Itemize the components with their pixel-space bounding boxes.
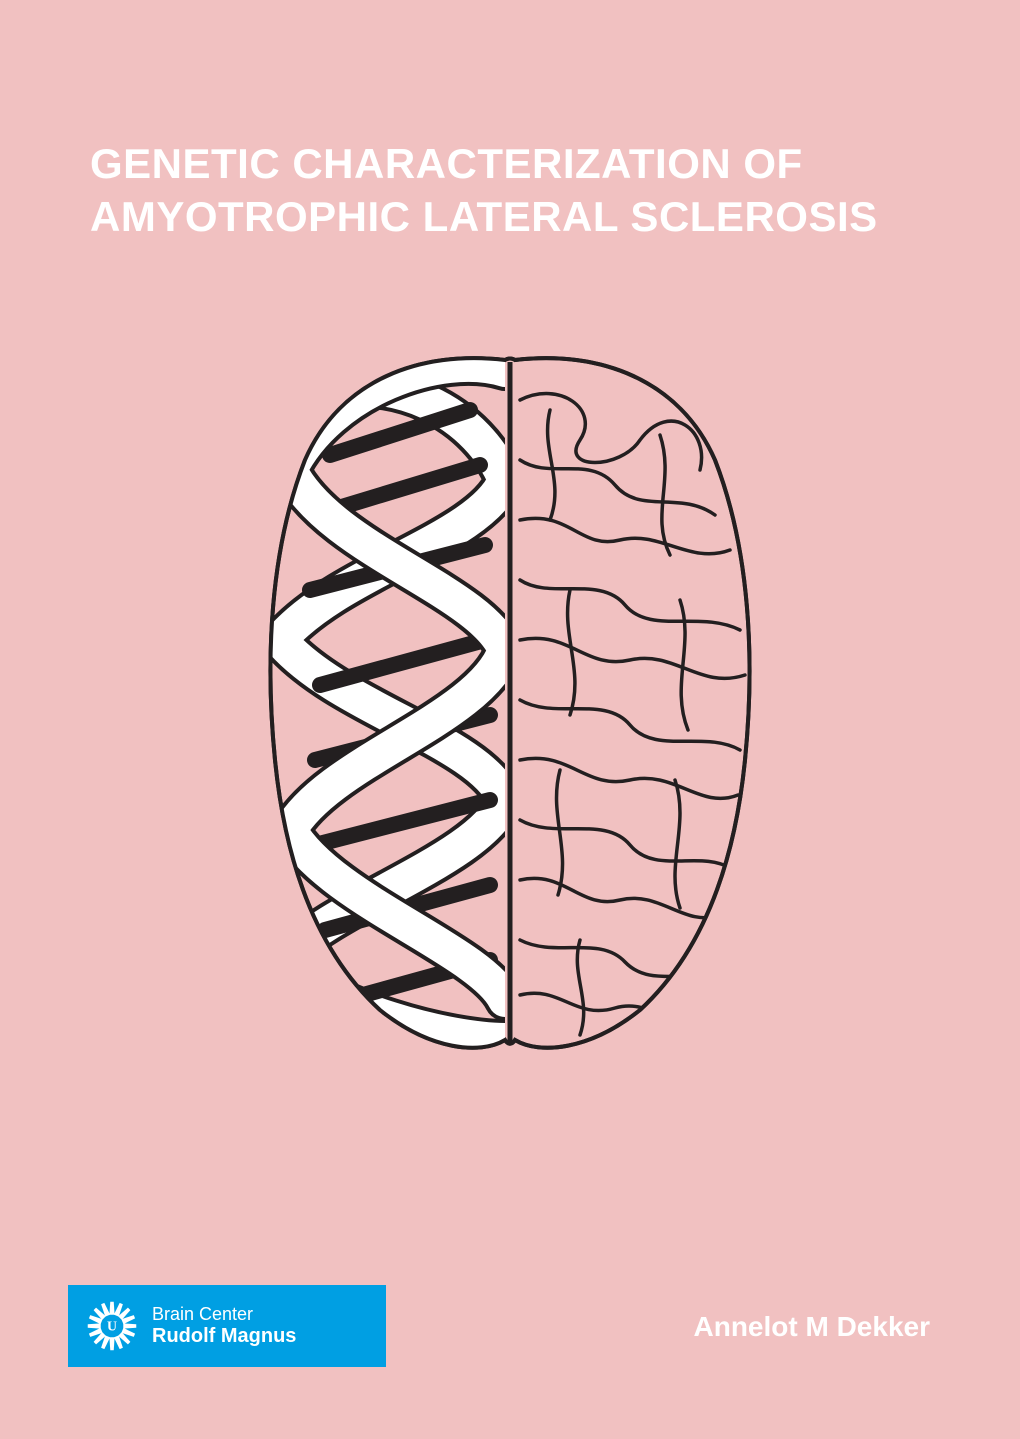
- author-name: Annelot M Dekker: [694, 1311, 931, 1343]
- title-line-1: GENETIC CHARACTERIZATION OF: [90, 140, 803, 187]
- brain-dna-illustration: [220, 340, 800, 1060]
- cover-title: GENETIC CHARACTERIZATION OF AMYOTROPHIC …: [90, 138, 930, 243]
- logo-line-1: Brain Center: [152, 1304, 296, 1325]
- svg-text:U: U: [107, 1318, 117, 1333]
- book-cover: GENETIC CHARACTERIZATION OF AMYOTROPHIC …: [0, 0, 1020, 1439]
- title-block: GENETIC CHARACTERIZATION OF AMYOTROPHIC …: [90, 138, 930, 243]
- utrecht-sun-icon: U: [86, 1300, 138, 1352]
- title-line-2: AMYOTROPHIC LATERAL SCLEROSIS: [90, 193, 878, 240]
- institution-logo-box: U Brain Center Rudolf Magnus: [68, 1285, 386, 1367]
- institution-logo-text: Brain Center Rudolf Magnus: [152, 1304, 296, 1348]
- logo-line-2: Rudolf Magnus: [152, 1325, 296, 1348]
